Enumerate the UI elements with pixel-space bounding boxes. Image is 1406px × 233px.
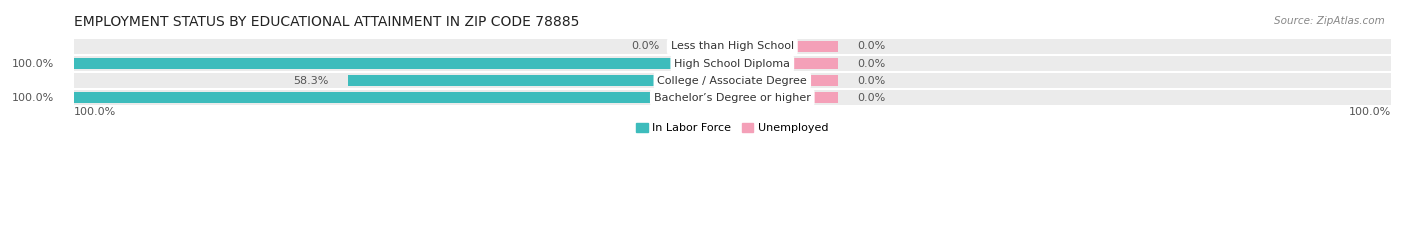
Bar bbox=[349, 75, 733, 86]
Text: 100.0%: 100.0% bbox=[11, 58, 53, 69]
Text: Less than High School: Less than High School bbox=[671, 41, 794, 51]
Bar bbox=[733, 41, 838, 51]
Bar bbox=[73, 73, 1391, 88]
Text: 100.0%: 100.0% bbox=[11, 93, 53, 103]
Text: 100.0%: 100.0% bbox=[1348, 107, 1391, 117]
Text: Source: ZipAtlas.com: Source: ZipAtlas.com bbox=[1274, 16, 1385, 26]
Text: Bachelor’s Degree or higher: Bachelor’s Degree or higher bbox=[654, 93, 811, 103]
Bar bbox=[733, 58, 838, 69]
Legend: In Labor Force, Unemployed: In Labor Force, Unemployed bbox=[631, 119, 832, 138]
Bar bbox=[73, 90, 1391, 105]
Bar bbox=[733, 93, 838, 103]
Text: 0.0%: 0.0% bbox=[858, 58, 886, 69]
Text: College / Associate Degree: College / Associate Degree bbox=[658, 75, 807, 86]
Text: 0.0%: 0.0% bbox=[858, 93, 886, 103]
Bar bbox=[73, 56, 1391, 71]
Text: High School Diploma: High School Diploma bbox=[675, 58, 790, 69]
Text: 58.3%: 58.3% bbox=[292, 75, 329, 86]
Bar bbox=[73, 58, 733, 69]
Text: 0.0%: 0.0% bbox=[858, 41, 886, 51]
Bar bbox=[73, 93, 733, 103]
Bar bbox=[73, 39, 1391, 54]
Text: 0.0%: 0.0% bbox=[631, 41, 659, 51]
Bar bbox=[679, 41, 733, 51]
Text: 0.0%: 0.0% bbox=[858, 75, 886, 86]
Text: 100.0%: 100.0% bbox=[73, 107, 115, 117]
Text: EMPLOYMENT STATUS BY EDUCATIONAL ATTAINMENT IN ZIP CODE 78885: EMPLOYMENT STATUS BY EDUCATIONAL ATTAINM… bbox=[73, 15, 579, 29]
Bar bbox=[733, 75, 838, 86]
